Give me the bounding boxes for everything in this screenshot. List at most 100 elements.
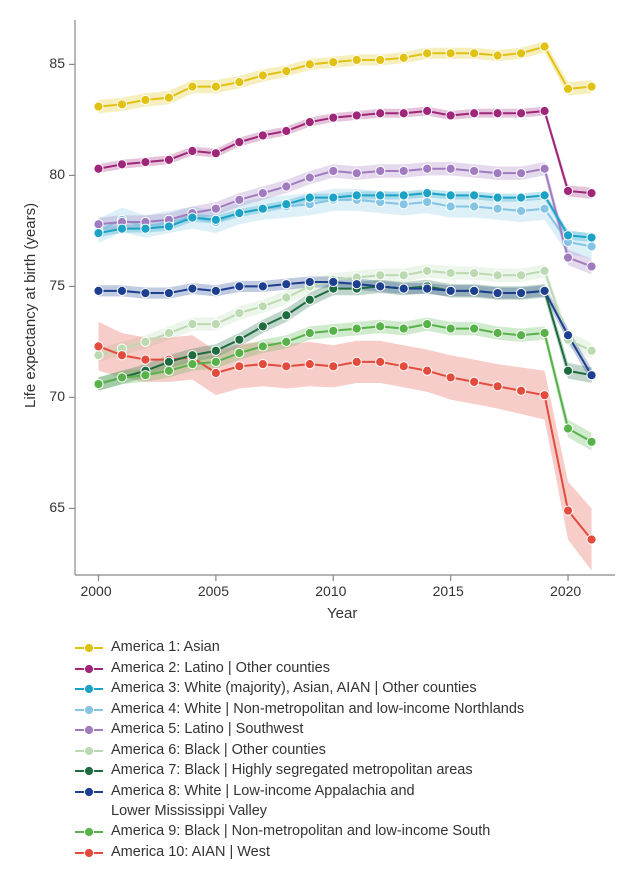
series-marker bbox=[470, 324, 479, 333]
series-marker bbox=[587, 262, 596, 271]
series-marker bbox=[516, 331, 525, 340]
series-marker bbox=[516, 109, 525, 118]
series-marker bbox=[188, 213, 197, 222]
x-tick-label: 2005 bbox=[198, 583, 229, 599]
series-marker bbox=[305, 118, 314, 127]
legend-item: America 4: White | Non-metropolitan and … bbox=[75, 700, 615, 720]
legend-label: America 1: Asian bbox=[111, 638, 220, 658]
series-marker bbox=[188, 284, 197, 293]
series-marker bbox=[117, 224, 126, 233]
series-marker bbox=[235, 195, 244, 204]
series-marker bbox=[117, 351, 126, 360]
series-marker bbox=[493, 51, 502, 60]
series-marker bbox=[235, 362, 244, 371]
series-marker bbox=[141, 157, 150, 166]
legend-label: America 8: White | Low-income Appalachia… bbox=[111, 782, 415, 821]
series-marker bbox=[352, 169, 361, 178]
series-marker bbox=[211, 82, 220, 91]
series-marker bbox=[282, 200, 291, 209]
series-marker bbox=[423, 49, 432, 58]
y-tick-label: 75 bbox=[49, 277, 65, 293]
series-marker bbox=[540, 164, 549, 173]
series-marker bbox=[305, 295, 314, 304]
series-marker bbox=[563, 231, 572, 240]
series-marker bbox=[211, 346, 220, 355]
legend-label: America 7: Black | Highly segregated met… bbox=[111, 761, 473, 781]
x-tick-label: 2000 bbox=[80, 583, 111, 599]
series-marker bbox=[258, 282, 267, 291]
series-marker bbox=[446, 324, 455, 333]
series-marker bbox=[235, 282, 244, 291]
series-marker bbox=[282, 280, 291, 289]
series-marker bbox=[282, 311, 291, 320]
series-marker bbox=[164, 222, 173, 231]
series-marker bbox=[563, 84, 572, 93]
series-marker bbox=[587, 371, 596, 380]
series-marker bbox=[516, 206, 525, 215]
series-marker bbox=[540, 191, 549, 200]
series-marker bbox=[423, 189, 432, 198]
series-marker bbox=[305, 277, 314, 286]
series-marker bbox=[282, 66, 291, 75]
series-marker bbox=[376, 109, 385, 118]
series-marker bbox=[399, 200, 408, 209]
series-marker bbox=[446, 268, 455, 277]
series-marker bbox=[258, 302, 267, 311]
series-marker bbox=[563, 186, 572, 195]
series-marker bbox=[587, 437, 596, 446]
series-marker bbox=[470, 377, 479, 386]
series-marker bbox=[141, 288, 150, 297]
series-marker bbox=[540, 286, 549, 295]
legend-label: America 5: Latino | Southwest bbox=[111, 720, 303, 740]
series-marker bbox=[211, 368, 220, 377]
series-marker bbox=[493, 109, 502, 118]
figure: Life expectancy at birth (years) Year Am… bbox=[0, 0, 634, 877]
series-line bbox=[98, 111, 591, 193]
series-marker bbox=[446, 286, 455, 295]
series-marker bbox=[94, 102, 103, 111]
x-tick-label: 2020 bbox=[550, 583, 581, 599]
series-marker bbox=[376, 191, 385, 200]
series-marker bbox=[188, 146, 197, 155]
series-marker bbox=[493, 193, 502, 202]
series-marker bbox=[446, 164, 455, 173]
series-marker bbox=[211, 215, 220, 224]
plot-area bbox=[75, 20, 615, 575]
series-marker bbox=[141, 224, 150, 233]
series-marker bbox=[376, 322, 385, 331]
series-marker bbox=[329, 326, 338, 335]
series-marker bbox=[587, 535, 596, 544]
series-marker bbox=[540, 106, 549, 115]
series-marker bbox=[235, 348, 244, 357]
series-marker bbox=[493, 328, 502, 337]
series-marker bbox=[329, 58, 338, 67]
series-marker bbox=[305, 173, 314, 182]
series-marker bbox=[141, 95, 150, 104]
series-marker bbox=[94, 164, 103, 173]
series-marker bbox=[235, 209, 244, 218]
series-marker bbox=[258, 342, 267, 351]
series-marker bbox=[305, 193, 314, 202]
x-tick-label: 2010 bbox=[315, 583, 346, 599]
legend-item: America 2: Latino | Other counties bbox=[75, 659, 615, 679]
series-marker bbox=[94, 379, 103, 388]
series-marker bbox=[94, 220, 103, 229]
series-marker bbox=[376, 166, 385, 175]
series-marker bbox=[188, 320, 197, 329]
series-marker bbox=[164, 328, 173, 337]
series-marker bbox=[423, 284, 432, 293]
series-marker bbox=[470, 166, 479, 175]
series-marker bbox=[282, 362, 291, 371]
y-tick-label: 80 bbox=[49, 166, 65, 182]
series-marker bbox=[423, 164, 432, 173]
series-marker bbox=[470, 49, 479, 58]
series-marker bbox=[540, 204, 549, 213]
series-marker bbox=[94, 286, 103, 295]
series-marker bbox=[352, 55, 361, 64]
legend: America 1: AsianAmerica 2: Latino | Othe… bbox=[75, 637, 615, 863]
legend-swatch bbox=[75, 641, 103, 655]
series-marker bbox=[188, 351, 197, 360]
series-marker bbox=[399, 191, 408, 200]
series-marker bbox=[376, 282, 385, 291]
legend-label: America 6: Black | Other counties bbox=[111, 741, 326, 761]
